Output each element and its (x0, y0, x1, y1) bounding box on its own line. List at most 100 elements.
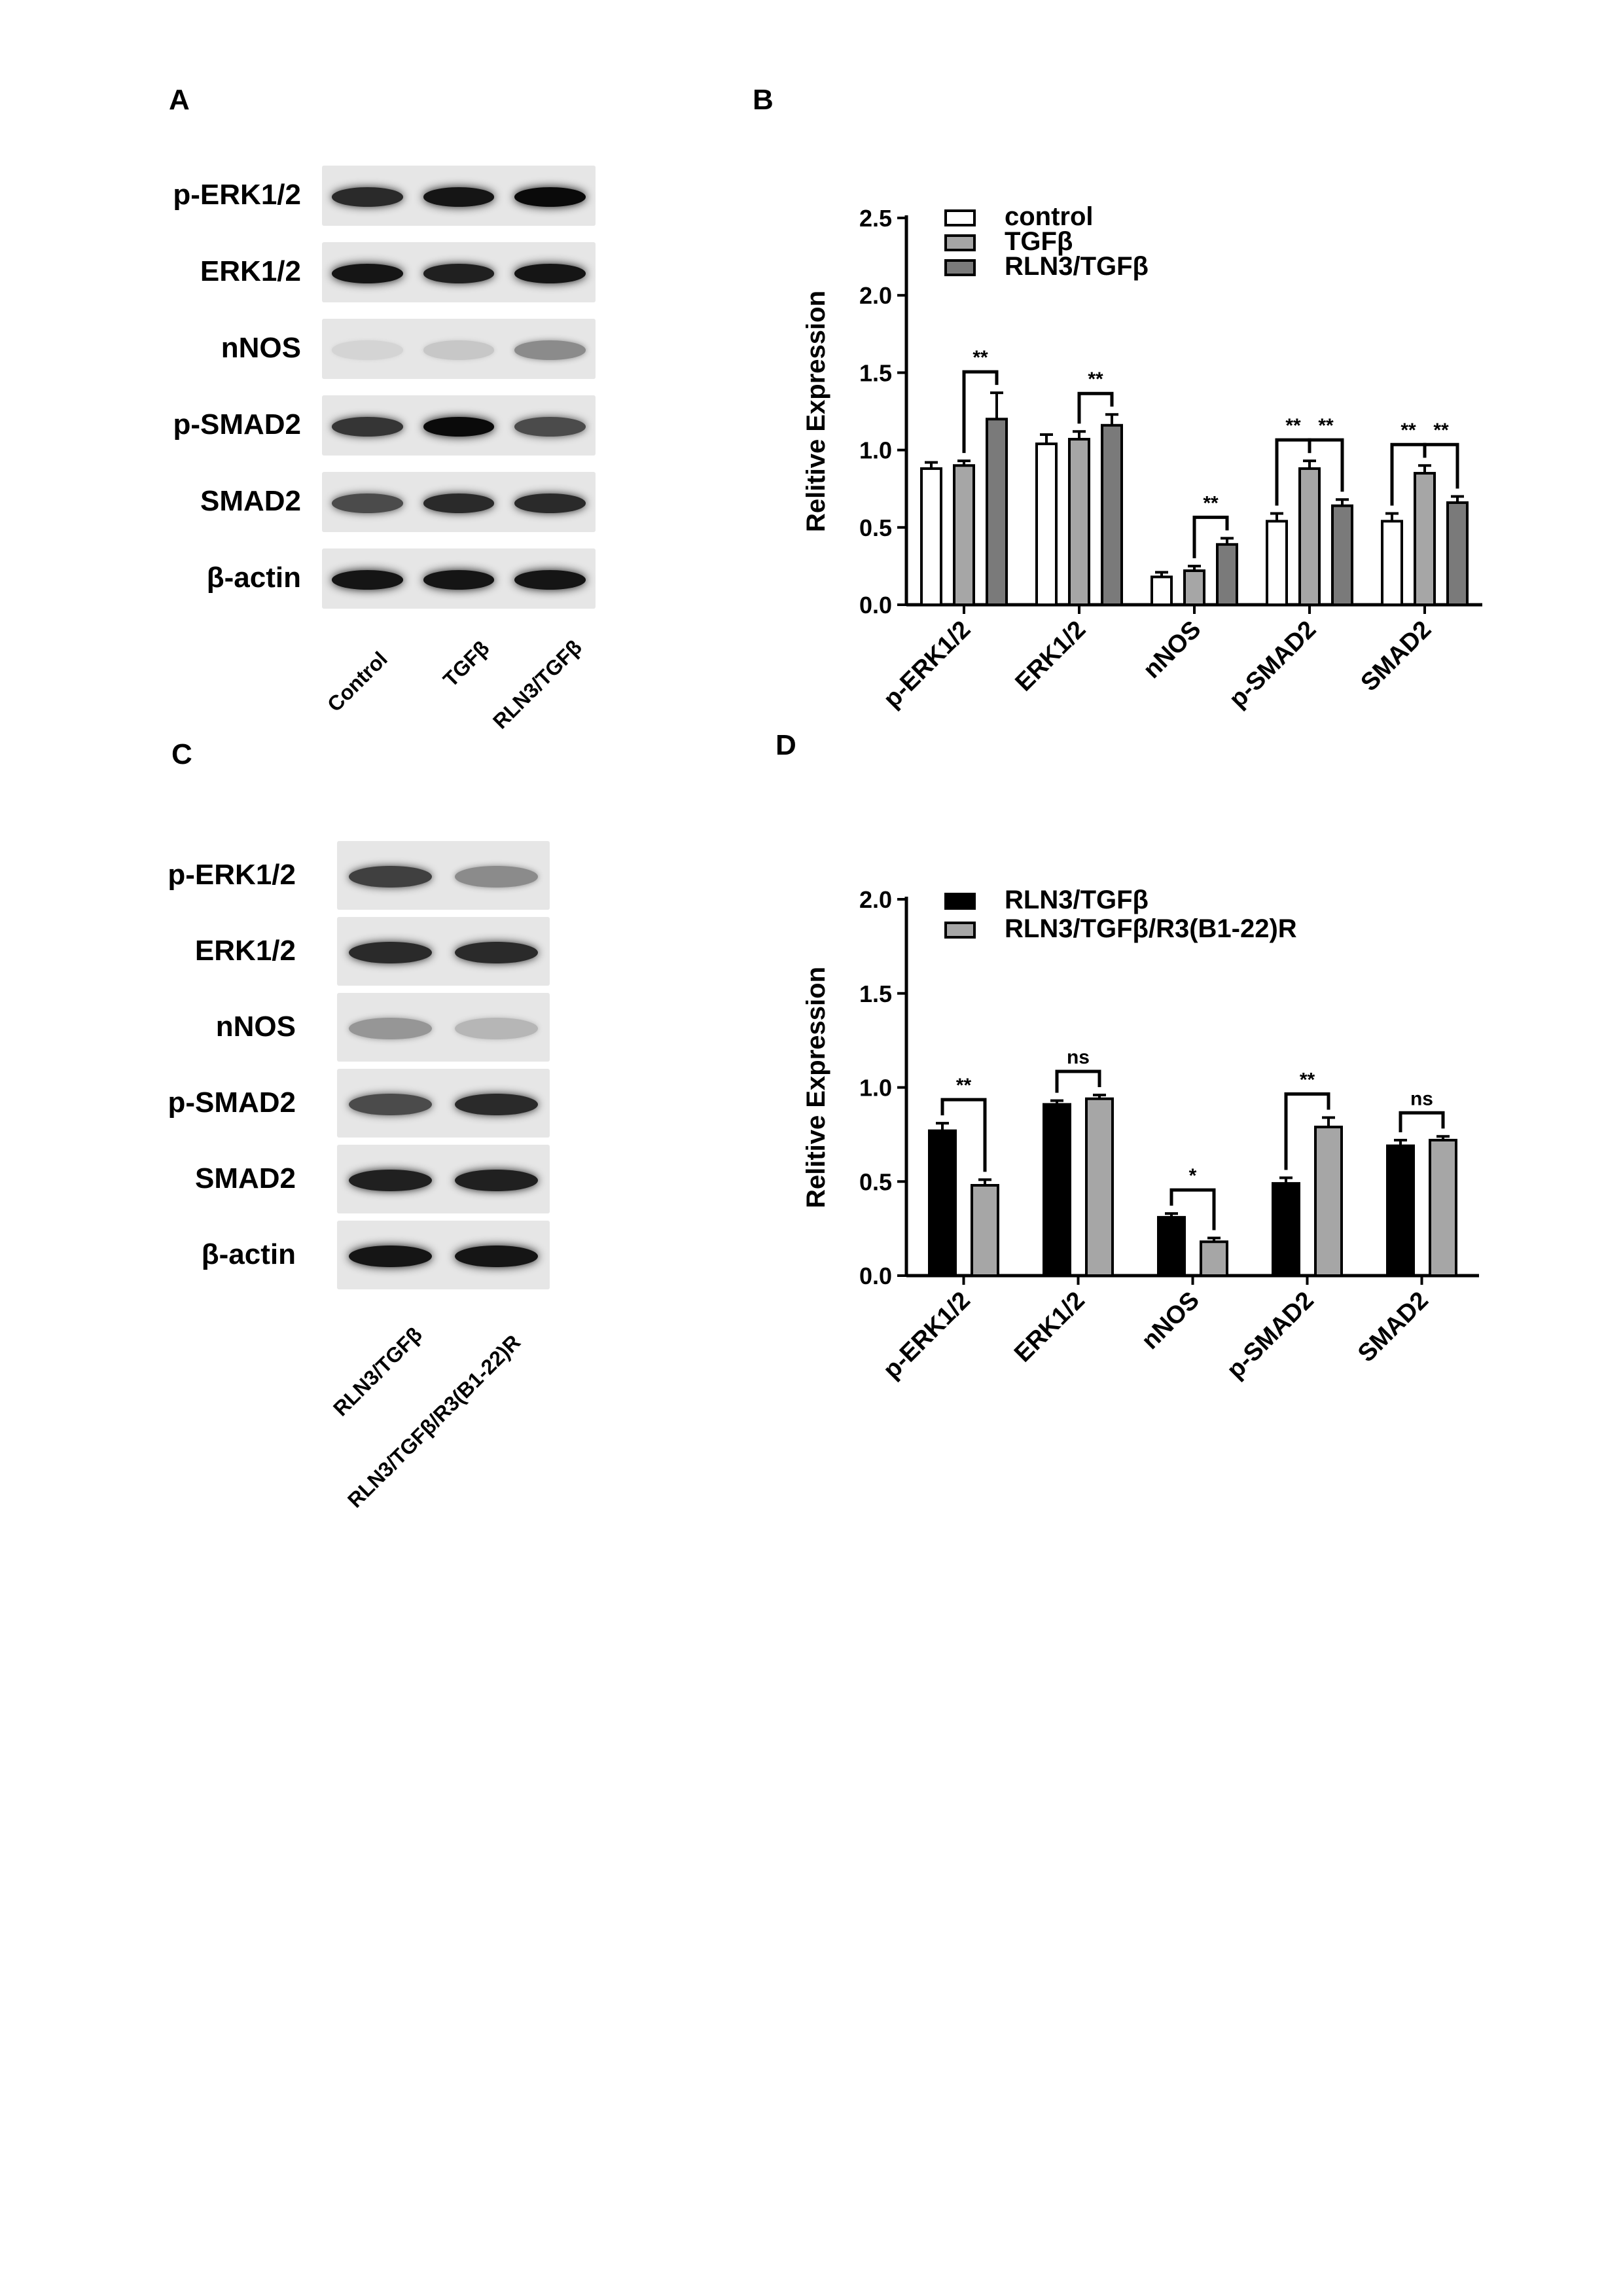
x-tick-label: ERK1/2 (1010, 616, 1092, 697)
significance-label: ** (1088, 368, 1103, 390)
y-tick-label: 1.0 (859, 437, 892, 464)
blot-band (423, 187, 495, 207)
blot-row-label: SMAD2 (200, 485, 301, 517)
panel-letter-a: A (169, 84, 190, 116)
bar (1386, 1144, 1415, 1277)
bar (1266, 520, 1288, 606)
blot-row-label: p-ERK1/2 (168, 858, 296, 891)
significance-label: ** (1300, 1069, 1315, 1091)
blot-row-label: ERK1/2 (194, 934, 296, 967)
bar (1101, 423, 1123, 606)
significance-bracket (1399, 1111, 1445, 1132)
blot-band (514, 417, 586, 437)
significance-bracket (1169, 1188, 1216, 1230)
blot-row-label: ERK1/2 (200, 255, 301, 287)
panel-letter-b: B (753, 84, 774, 116)
legend-label: RLN3/TGFβ (1005, 252, 1149, 281)
x-tick-label: ERK1/2 (1009, 1287, 1090, 1368)
panel-letter-d: D (776, 729, 796, 761)
blot-band (455, 1169, 539, 1192)
significance-label: ns (1067, 1047, 1090, 1068)
blot-band (455, 941, 539, 964)
significance-bracket (1308, 438, 1344, 492)
bar (1157, 1215, 1186, 1277)
legend-swatch (944, 922, 976, 939)
significance-bracket (962, 370, 999, 454)
bar (1429, 1139, 1457, 1277)
y-tick-label: 0.0 (859, 592, 892, 619)
blot-row-label: p-SMAD2 (168, 1086, 296, 1119)
y-tick-label: 1.5 (859, 980, 892, 1007)
bar (1314, 1125, 1343, 1277)
bar (1272, 1182, 1300, 1277)
significance-bracket (1423, 442, 1459, 489)
legend-swatch (944, 893, 976, 910)
blot-band (455, 865, 539, 888)
blot-band (332, 570, 403, 590)
bar (1381, 520, 1403, 606)
bar (1414, 472, 1436, 606)
y-tick-label: 1.0 (859, 1075, 892, 1102)
blot-band (348, 941, 432, 964)
legend-label: RLN3/TGFβ (1005, 886, 1149, 914)
x-tick-label: p-SMAD2 (1222, 1287, 1319, 1384)
bar (1331, 504, 1353, 606)
blot-band (332, 187, 403, 207)
blot-band (423, 340, 495, 360)
blot-row-label: SMAD2 (194, 1162, 296, 1194)
blot-band (514, 570, 586, 590)
blot-band (423, 493, 495, 513)
bar (1298, 467, 1321, 606)
y-tick-label: 2.5 (859, 205, 892, 232)
y-tick-label: 0.0 (859, 1263, 892, 1289)
bar (1200, 1240, 1228, 1277)
x-tick-label: p-ERK1/2 (878, 1287, 976, 1384)
blot-band (455, 1245, 539, 1268)
y-tick-label: 2.0 (859, 282, 892, 309)
blot-band (514, 187, 586, 207)
blot-row-label: nNOS (215, 1010, 296, 1043)
significance-bracket (1077, 391, 1114, 424)
bar (1085, 1097, 1114, 1277)
x-tick-label: nNOS (1137, 1287, 1205, 1355)
significance-label: ns (1410, 1088, 1433, 1109)
significance-label: ** (1318, 415, 1334, 437)
significance-label: * (1189, 1165, 1197, 1187)
blot-lane-label: TGFβ (438, 636, 494, 692)
bar (1216, 543, 1238, 607)
blot-band (348, 1245, 432, 1268)
blot-band (514, 264, 586, 283)
bar (920, 467, 942, 606)
significance-label: ** (956, 1075, 972, 1096)
blot-row-label: p-ERK1/2 (173, 179, 301, 211)
bar (986, 418, 1008, 606)
y-axis-title: Relitive Expression (802, 291, 830, 532)
x-tick-label: SMAD2 (1356, 616, 1437, 697)
significance-bracket (940, 1098, 987, 1172)
bar (971, 1184, 999, 1277)
blot-band (423, 264, 495, 283)
x-tick-label: p-ERK1/2 (878, 616, 976, 713)
significance-bracket (1055, 1069, 1101, 1093)
bar (1068, 438, 1090, 606)
blot-band (455, 1017, 539, 1040)
y-tick-label: 0.5 (859, 1168, 892, 1195)
blot-row-label: p-SMAD2 (173, 408, 301, 440)
legend-swatch (944, 234, 976, 251)
blot-row-label: β-actin (206, 562, 301, 594)
blot-band (348, 1093, 432, 1116)
x-tick-label: p-SMAD2 (1224, 616, 1321, 713)
bar-chart-d: 0.0 0.5 1.0 1.5 2.0 Relitive Expression p-ERK1… (802, 886, 1479, 1384)
blot-band (332, 264, 403, 283)
bar (1150, 575, 1173, 606)
panel-letter-c: C (171, 738, 192, 770)
significance-label: ** (1285, 415, 1301, 437)
blot-band (332, 340, 403, 360)
bar (1446, 501, 1469, 607)
blot-band (514, 493, 586, 513)
blot-band (332, 493, 403, 513)
legend-label: control (1005, 202, 1094, 231)
blot-band (348, 1017, 432, 1040)
bar (953, 464, 975, 606)
blot-band (455, 1093, 539, 1116)
